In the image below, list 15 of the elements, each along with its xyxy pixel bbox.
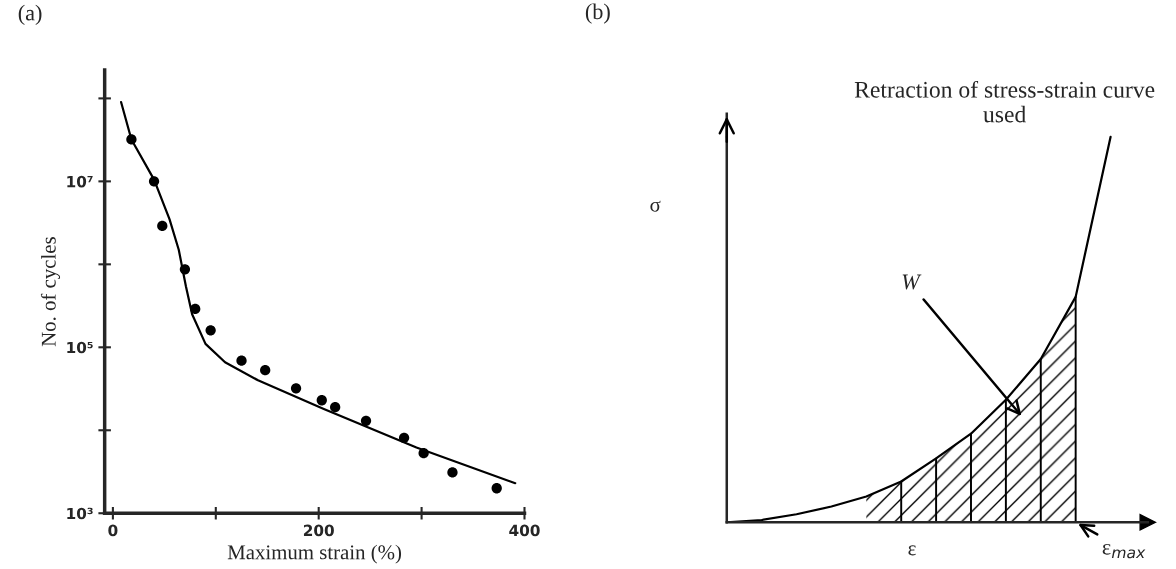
x-tick-label: 400 — [509, 524, 540, 537]
x-axis-title: ε — [908, 545, 916, 556]
y-axis-title: σ — [650, 200, 661, 212]
x-tick-label: 0 — [108, 524, 118, 537]
chart-title: Retraction of stress-strain curve used — [854, 80, 1155, 123]
y-tick-label: 10⁵ — [67, 341, 93, 354]
text: (a) — [18, 4, 42, 25]
y-tick-label: 10³ — [67, 507, 93, 520]
text: (b) — [585, 3, 610, 24]
y-axis-title: No. of cycles — [40, 237, 61, 347]
text: ε$_{max}$ — [1102, 544, 1146, 559]
x-tick-label: 200 — [303, 524, 334, 537]
y-tick-label: 10⁷ — [67, 175, 93, 188]
annotation: W — [902, 274, 922, 290]
x-axis-title: Maximum strain (%) — [227, 544, 402, 564]
